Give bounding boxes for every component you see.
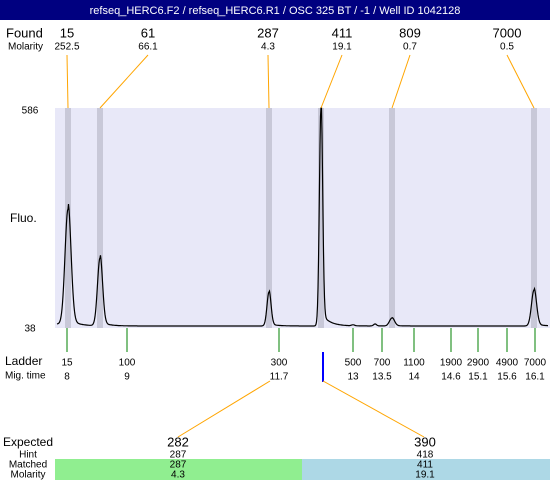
hint-label: Hint (19, 450, 37, 461)
ladder-time: 8 (64, 372, 70, 383)
ladder-size: 1100 (403, 358, 425, 369)
peak-band (318, 108, 324, 328)
ladder-size: 300 (271, 358, 288, 369)
expected-label: Expected (3, 435, 53, 449)
y-min: 38 (24, 324, 36, 335)
ladder-time: 13.5 (372, 372, 392, 383)
plot-area (55, 108, 550, 328)
ladder-time: 13 (347, 372, 359, 383)
matched-bar (302, 459, 550, 480)
peak-band (389, 108, 395, 328)
link-line (322, 380, 425, 438)
peak-size: 7000 (493, 25, 522, 40)
ladder-size: 7000 (524, 358, 547, 369)
hint-size: 287 (170, 450, 187, 461)
peak-molarity: 19.1 (332, 42, 352, 53)
time-label: Mig. time (5, 371, 46, 382)
peak-link (99, 54, 149, 109)
matched-size: 287 (170, 460, 187, 471)
matched-molarity: 19.1 (415, 470, 435, 480)
peak-molarity: 66.1 (138, 42, 158, 53)
peak-band (97, 108, 103, 328)
hint-size: 418 (417, 450, 434, 461)
ladder-time: 16.1 (525, 372, 545, 383)
y-label: Fluo. (10, 211, 37, 225)
found-label: Found (6, 25, 43, 40)
peak-link (320, 54, 343, 109)
ladder-label: Ladder (5, 354, 42, 368)
peak-molarity: 252.5 (54, 42, 79, 53)
peak-size: 287 (257, 25, 279, 40)
expected-size: 282 (167, 434, 189, 449)
peak-size: 809 (399, 25, 421, 40)
ladder-size: 100 (119, 358, 136, 369)
matched-molarity: 4.3 (171, 470, 185, 480)
peak-size: 61 (141, 25, 155, 40)
peak-molarity: 0.7 (403, 42, 417, 53)
ladder-time: 15.1 (468, 372, 488, 383)
ladder-time: 11.7 (270, 372, 289, 383)
molarity-label: Molarity (8, 42, 43, 53)
matched-size: 411 (417, 460, 433, 471)
ladder-size: 2900 (467, 358, 490, 369)
link-line (177, 380, 271, 438)
matched-bar (55, 459, 302, 480)
peak-size: 15 (60, 25, 74, 40)
matched-label: Matched (9, 460, 47, 471)
peak-molarity: 0.5 (500, 42, 514, 53)
ladder-size: 4900 (496, 358, 519, 369)
peak-link (391, 54, 411, 109)
ladder-time: 9 (124, 372, 130, 383)
molarity-label: Molarity (10, 470, 45, 480)
ladder-size: 700 (374, 358, 391, 369)
title-bar (0, 0, 550, 20)
ladder-time: 15.6 (497, 372, 517, 383)
ladder-size: 1900 (440, 358, 463, 369)
peak-band (266, 108, 272, 328)
title: refseq_HERC6.F2 / refseq_HERC6.R1 / OSC … (90, 5, 461, 17)
expected-size: 390 (414, 434, 436, 449)
ladder-size: 500 (345, 358, 362, 369)
ladder-time: 14.6 (441, 372, 461, 383)
peak-band (531, 108, 537, 328)
peak-band (65, 108, 71, 328)
peak-molarity: 4.3 (261, 42, 275, 53)
ladder-time: 14 (408, 372, 420, 383)
ladder-size: 15 (61, 358, 73, 369)
peak-link (506, 54, 535, 109)
peak-link (267, 54, 270, 109)
peak-link (66, 54, 69, 109)
trace (56, 107, 548, 327)
peak-size: 411 (332, 25, 353, 40)
y-max: 586 (22, 106, 39, 117)
